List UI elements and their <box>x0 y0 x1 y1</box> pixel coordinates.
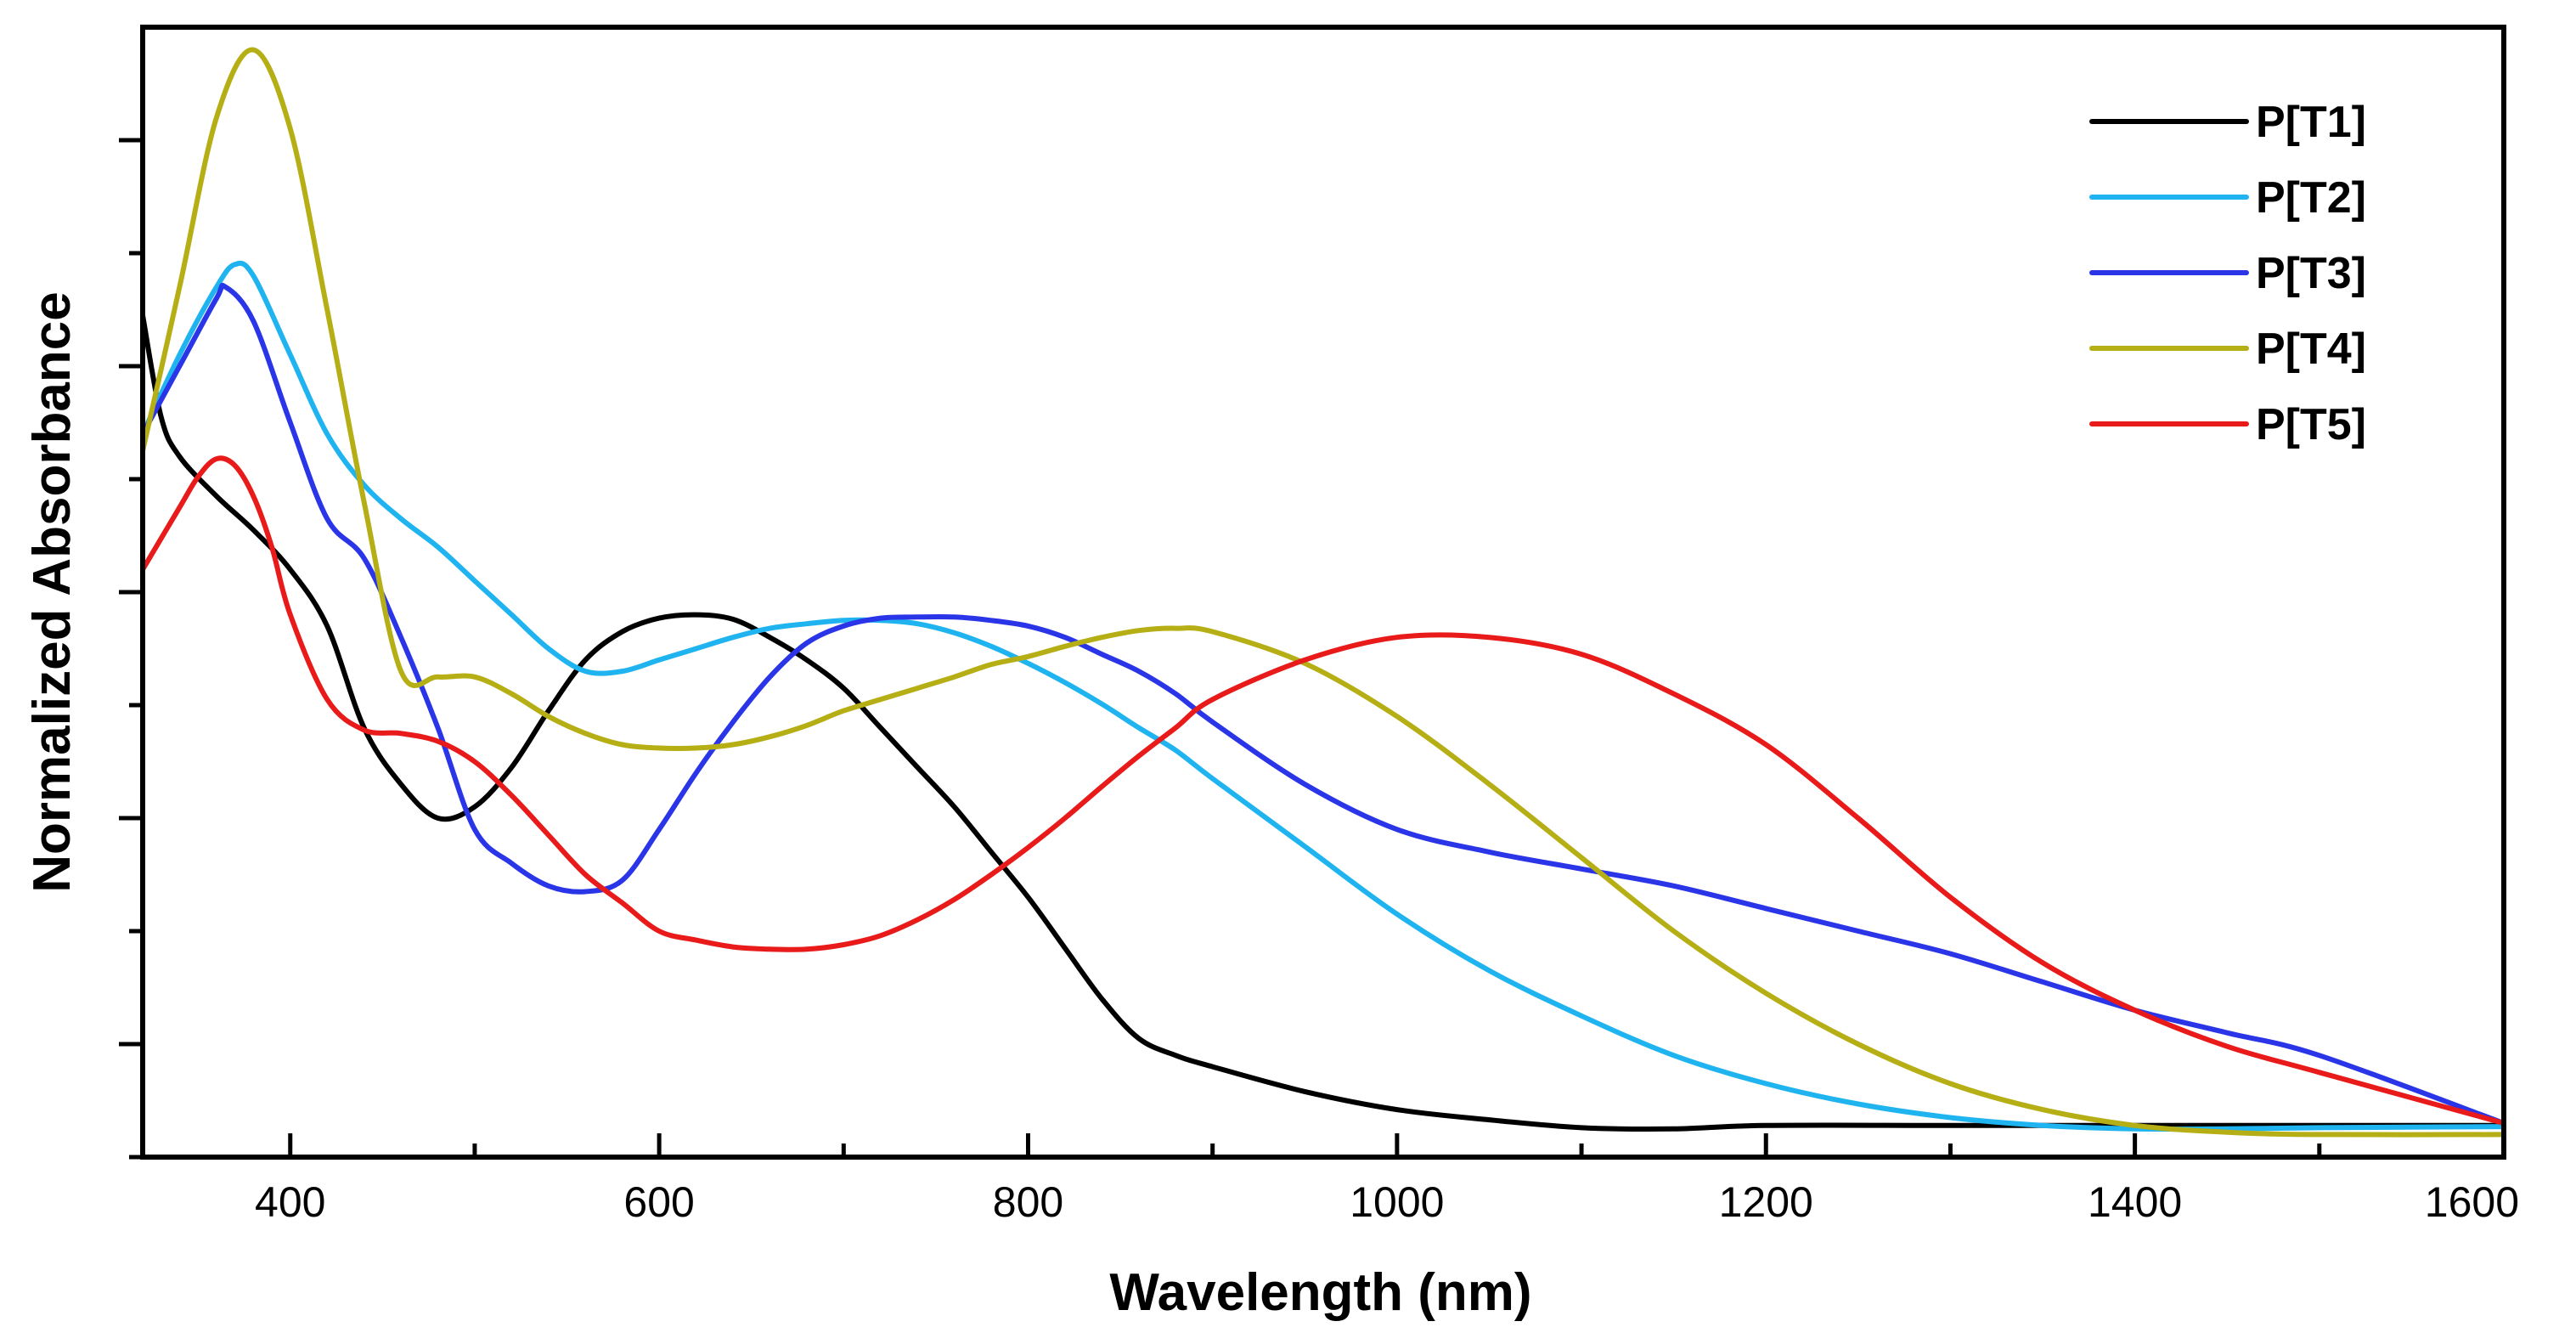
x-tick-label: 800 <box>993 1178 1063 1226</box>
y-axis-title: Normalized Absorbance <box>23 291 82 892</box>
legend-label-1: P[T1] <box>2256 98 2366 147</box>
x-tick-label: 600 <box>623 1178 694 1226</box>
x-tick-label: 1400 <box>2088 1178 2182 1226</box>
legend-label-2: P[T2] <box>2256 173 2366 223</box>
x-axis-title: Wavelength (nm) <box>1109 1263 1531 1322</box>
series-line-5 <box>140 455 2506 1127</box>
series-line-3 <box>140 282 2506 1127</box>
tick-layer <box>119 138 2506 1160</box>
plot-frame <box>140 25 2506 1160</box>
x-tick-labels: 400 600 800 1000 1200 1400 1600 <box>255 1178 2519 1226</box>
series-layer <box>140 47 2506 1138</box>
x-tick-label: 1600 <box>2425 1178 2519 1226</box>
legend-label-4: P[T4] <box>2256 325 2366 374</box>
legend-label-3: P[T3] <box>2256 249 2366 298</box>
legend: P[T1] P[T2] P[T3] P[T4] P[T5] <box>2089 98 2366 449</box>
series-line-2 <box>140 260 2506 1132</box>
legend-label-5: P[T5] <box>2256 400 2366 449</box>
series-line-1 <box>140 313 2506 1132</box>
x-tick-label: 1000 <box>1350 1178 1444 1226</box>
x-tick-label: 1200 <box>1719 1178 1813 1226</box>
series-line-4 <box>140 47 2506 1138</box>
x-tick-label: 400 <box>255 1178 325 1226</box>
